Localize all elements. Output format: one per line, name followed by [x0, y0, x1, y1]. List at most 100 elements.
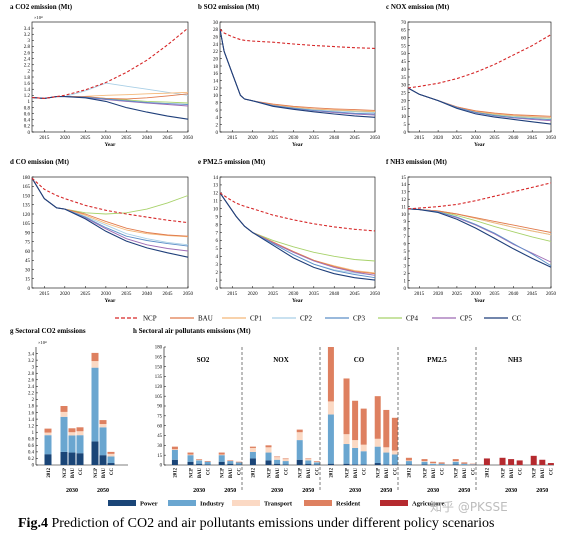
- bar-resident: [452, 459, 459, 462]
- bar-power: [343, 463, 350, 465]
- y-tick-label: 0: [28, 131, 31, 136]
- series-line-BAU: [407, 208, 552, 233]
- x-tick-label: 2050: [183, 292, 194, 297]
- x-tick-label: 2030: [471, 136, 482, 141]
- line-chart-b: b SO2 emission (Mt)024681012141618202224…: [198, 3, 381, 148]
- bar-resident: [76, 427, 84, 432]
- y-tick-label: 90: [25, 231, 31, 236]
- y-tick-label: 12: [213, 192, 219, 197]
- figure-caption: Fig.4 Prediction of CO2 and air pollutan…: [18, 516, 568, 532]
- group-label: 2050: [97, 488, 109, 494]
- bar-resident: [68, 428, 76, 433]
- bar-agriculture: [499, 457, 506, 465]
- plot-frame-f: [407, 176, 552, 289]
- x-category-label: 2012: [174, 467, 179, 477]
- x-tick-label: 2030: [288, 292, 299, 297]
- x-category-label: NCP: [423, 468, 428, 478]
- y-tick-label: 25: [401, 92, 407, 97]
- line-charts: a CO2 emission (Mt)×10⁴00.20.40.60.811.2…: [10, 3, 557, 304]
- y-tick-label: 75: [25, 241, 31, 246]
- group-label: 2030: [193, 488, 205, 494]
- bar-industry: [204, 461, 211, 465]
- x-tick-label: 2020: [433, 292, 444, 297]
- panel-letter: c: [386, 3, 391, 11]
- x-category-label: CC: [238, 467, 243, 474]
- y-tick-label: 12: [401, 198, 407, 203]
- y-tick-label: 180: [155, 346, 163, 351]
- x-category-label: NCP: [345, 468, 350, 478]
- y-tick-label: 1: [28, 100, 31, 105]
- x-tick-label: 2025: [268, 292, 279, 297]
- x-category-label: NCP: [94, 468, 99, 478]
- y-tick-label: 3.2: [28, 359, 35, 364]
- y-tick-label: 6: [216, 239, 219, 244]
- line-chart-a: a CO2 emission (Mt) ×10⁴ 00.20.4 0.60.811.2…: [10, 3, 194, 148]
- y-tick-label: 14: [401, 183, 407, 188]
- x-tick-label: 2050: [370, 292, 381, 297]
- y-tick-label: 0.2: [24, 125, 31, 130]
- y-tick-label: 20: [213, 57, 219, 62]
- panel-letter: b: [198, 3, 204, 11]
- x-tick-label: 2045: [162, 136, 173, 141]
- bar-transport: [313, 461, 320, 463]
- x-tick-label: 2025: [452, 292, 463, 297]
- line-chart-c: c NOX emission (Mt)051015202530354045505…: [386, 3, 557, 148]
- bar-resident: [469, 463, 476, 465]
- x-tick-label: 2020: [60, 292, 71, 297]
- plot-frame-b: [219, 21, 376, 133]
- y-tick-label: 120: [155, 385, 163, 390]
- x-tick-label: 2045: [162, 292, 173, 297]
- bar-chart-g: g Sectoral CO2 emissions ×10⁴ 0 0.20.4 0.6 0.…: [10, 327, 128, 494]
- bar-power: [313, 464, 320, 465]
- x-tick-label: 2050: [546, 292, 557, 297]
- bar-resident: [374, 396, 381, 439]
- y-tick-label: 2.6: [24, 51, 31, 56]
- y-tick-label: 35: [401, 76, 407, 81]
- bar-power: [352, 464, 359, 465]
- x-tick-label: 2030: [471, 292, 482, 297]
- group-label: 2030: [427, 488, 439, 494]
- bar-transport: [249, 447, 256, 452]
- y-tick-label: 11: [401, 205, 406, 210]
- y-tick-label: 3: [32, 365, 35, 370]
- panel-title: NOX emission (Mt): [391, 3, 450, 11]
- y-tick-label: 15: [401, 107, 407, 112]
- y-tick-label: 5: [216, 247, 219, 252]
- y-tick-label: 2: [404, 272, 407, 277]
- bar-transport: [265, 447, 272, 453]
- bar-industry: [430, 463, 437, 465]
- bar-resident: [249, 446, 256, 448]
- y-multiplier-a: ×10⁴: [34, 15, 43, 20]
- bar-transport: [452, 461, 459, 462]
- x-tick-label: 2025: [268, 136, 279, 141]
- bar-resident: [360, 408, 367, 445]
- group-label: 2050: [302, 488, 314, 494]
- bar-resident: [204, 461, 211, 462]
- y-tick-label: 5: [404, 123, 407, 128]
- legend-swatch-resident: [304, 500, 332, 506]
- legend-swatch-industry: [168, 500, 196, 506]
- y-tick-label: 50: [401, 52, 407, 57]
- group-label: 2030: [271, 488, 283, 494]
- bar-industry: [383, 452, 390, 465]
- x-category-label: CC: [518, 467, 523, 474]
- bar-industry: [171, 449, 178, 460]
- bar-power: [405, 464, 412, 465]
- series-line-CP1: [219, 29, 376, 112]
- bar-resident: [405, 457, 412, 461]
- bar-transport: [60, 411, 68, 417]
- series-line-CP2: [219, 29, 376, 114]
- bar-resident: [218, 452, 225, 455]
- legend-label-resident: Resident: [336, 501, 361, 508]
- x-tick-label: 2045: [350, 292, 361, 297]
- panel-title: SO2 emission (Mt): [204, 3, 260, 11]
- series-line-CP4: [219, 192, 376, 262]
- legend-label-transport: Transport: [264, 501, 293, 508]
- y-tick-label: 10: [401, 115, 407, 120]
- y-tick-label: 10: [401, 213, 407, 218]
- series-line-NCP: [219, 192, 376, 232]
- series-line-NCP: [31, 27, 189, 99]
- x-category-label: CC: [110, 467, 115, 474]
- bar-industry: [249, 451, 256, 459]
- group-label: 2050: [224, 488, 236, 494]
